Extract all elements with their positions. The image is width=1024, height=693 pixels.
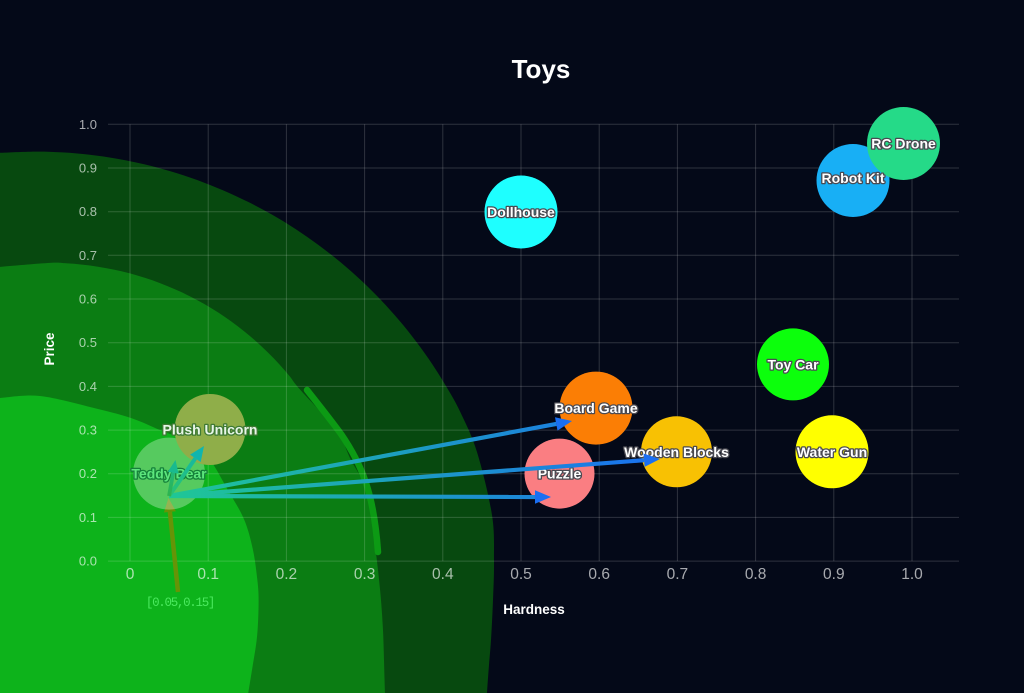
svg-text:0.9: 0.9 [79, 161, 97, 176]
svg-text:0.4: 0.4 [432, 566, 454, 583]
svg-text:RC Drone: RC Drone [871, 136, 936, 152]
svg-text:0.7: 0.7 [79, 248, 97, 263]
svg-text:0.1: 0.1 [197, 566, 219, 583]
svg-text:0.2: 0.2 [276, 566, 298, 583]
svg-text:0.3: 0.3 [354, 566, 376, 583]
svg-text:1.0: 1.0 [901, 566, 923, 583]
svg-text:Teddy Bear: Teddy Bear [131, 466, 207, 482]
svg-text:Toy Car: Toy Car [767, 356, 819, 372]
svg-text:Plush Unicorn: Plush Unicorn [163, 422, 258, 438]
svg-text:0.3: 0.3 [79, 423, 97, 438]
svg-text:0.5: 0.5 [79, 335, 97, 350]
svg-text:0.9: 0.9 [823, 566, 845, 583]
svg-text:Water Gun: Water Gun [797, 444, 867, 460]
svg-text:0.8: 0.8 [745, 566, 767, 583]
svg-text:Price: Price [42, 332, 57, 366]
svg-text:Toys: Toys [512, 54, 571, 84]
svg-text:0.6: 0.6 [588, 566, 610, 583]
svg-text:0.0: 0.0 [79, 554, 97, 569]
svg-text:0.4: 0.4 [79, 379, 97, 394]
svg-text:0.7: 0.7 [667, 566, 689, 583]
svg-text:Dollhouse: Dollhouse [487, 204, 555, 220]
svg-text:Wooden Blocks: Wooden Blocks [624, 444, 729, 460]
svg-text:Hardness: Hardness [503, 602, 565, 617]
svg-text:0: 0 [126, 566, 135, 583]
svg-text:0.8: 0.8 [79, 204, 97, 219]
svg-text:[0.05,0.15]: [0.05,0.15] [146, 596, 214, 610]
svg-text:0.5: 0.5 [510, 566, 532, 583]
svg-text:0.1: 0.1 [79, 510, 97, 525]
svg-text:Board Game: Board Game [554, 400, 637, 416]
svg-text:1.0: 1.0 [79, 117, 97, 132]
svg-text:0.6: 0.6 [79, 292, 97, 307]
svg-text:0.2: 0.2 [79, 466, 97, 481]
svg-text:Robot Kit: Robot Kit [822, 170, 885, 186]
